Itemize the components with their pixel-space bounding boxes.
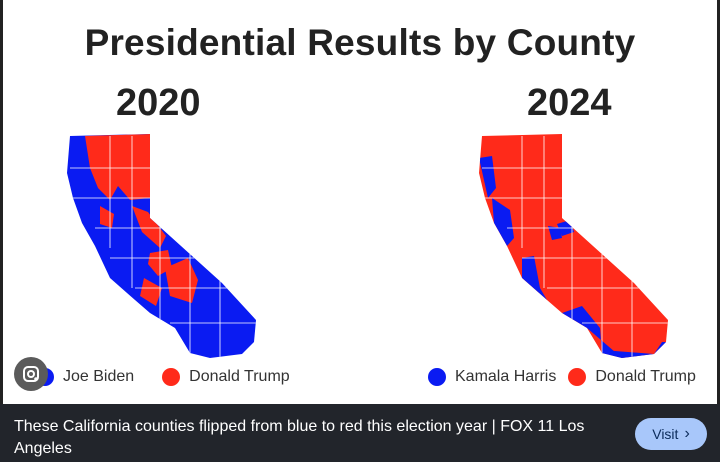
google-lens-icon[interactable] bbox=[14, 357, 48, 391]
legend-label-harris: Kamala Harris bbox=[455, 368, 557, 385]
lens-glyph-icon bbox=[23, 366, 39, 382]
left-border bbox=[0, 0, 3, 404]
year-label-2020: 2020 bbox=[116, 82, 201, 124]
caption-bar: These California counties flipped from b… bbox=[0, 404, 720, 462]
legend-2020: Joe Biden Donald Trump bbox=[36, 368, 300, 386]
california-map-2020 bbox=[67, 134, 256, 358]
legend-label-trump-2020: Donald Trump bbox=[189, 368, 290, 385]
legend-2024: Kamala Harris Donald Trump bbox=[428, 368, 706, 386]
california-map-2024 bbox=[479, 134, 668, 358]
right-border bbox=[717, 0, 720, 404]
year-label-2024: 2024 bbox=[527, 82, 612, 124]
legend-label-trump-2024: Donald Trump bbox=[595, 368, 696, 385]
red-legend-dot bbox=[568, 368, 587, 386]
red-legend-dot bbox=[162, 368, 181, 386]
visit-button[interactable]: Visit › bbox=[635, 418, 707, 450]
caption-text[interactable]: These California counties flipped from b… bbox=[14, 418, 585, 457]
image-title: Presidential Results by County bbox=[84, 22, 636, 63]
blue-legend-dot bbox=[428, 368, 446, 386]
chevron-right-icon: › bbox=[684, 425, 690, 442]
legend-label-biden: Joe Biden bbox=[63, 368, 135, 385]
visit-label: Visit bbox=[652, 426, 679, 442]
